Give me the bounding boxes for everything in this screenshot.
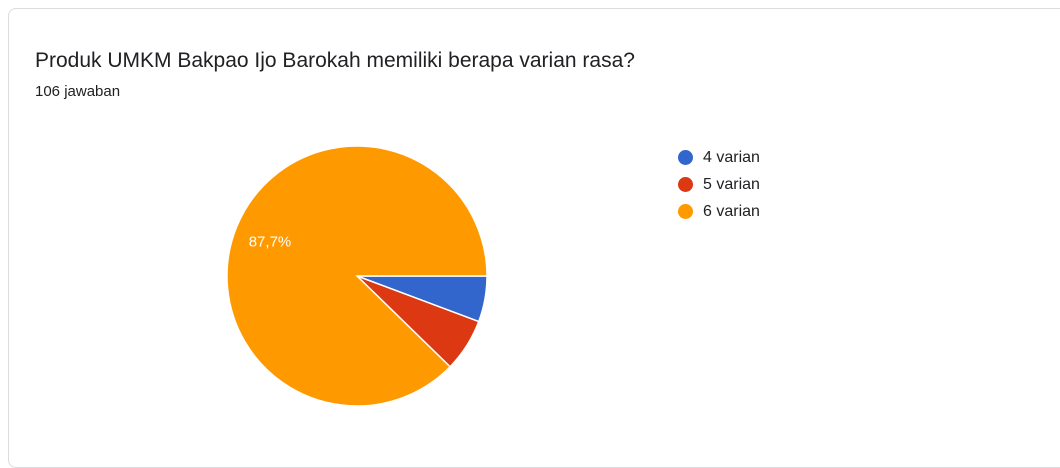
response-count: 106 jawaban [35,83,121,100]
pie-slice-6-varian[interactable] [226,145,488,407]
legend-label: 5 varian [703,175,760,193]
legend-swatch-icon [678,204,693,219]
legend-label: 6 varian [703,202,760,220]
legend-swatch-icon [678,177,693,192]
chart-legend: 4 varian 5 varian 6 varian [678,144,760,225]
slice-data-label: 87,7% [249,234,292,251]
legend-swatch-icon [678,150,693,165]
legend-label: 4 varian [703,148,760,166]
question-card [8,8,1060,468]
legend-item-5-varian[interactable]: 5 varian [678,171,760,198]
legend-item-6-varian[interactable]: 6 varian [678,198,760,225]
pie-chart: 87,7% [226,145,488,407]
legend-item-4-varian[interactable]: 4 varian [678,144,760,171]
question-title: Produk UMKM Bakpao Ijo Barokah memiliki … [35,49,635,72]
